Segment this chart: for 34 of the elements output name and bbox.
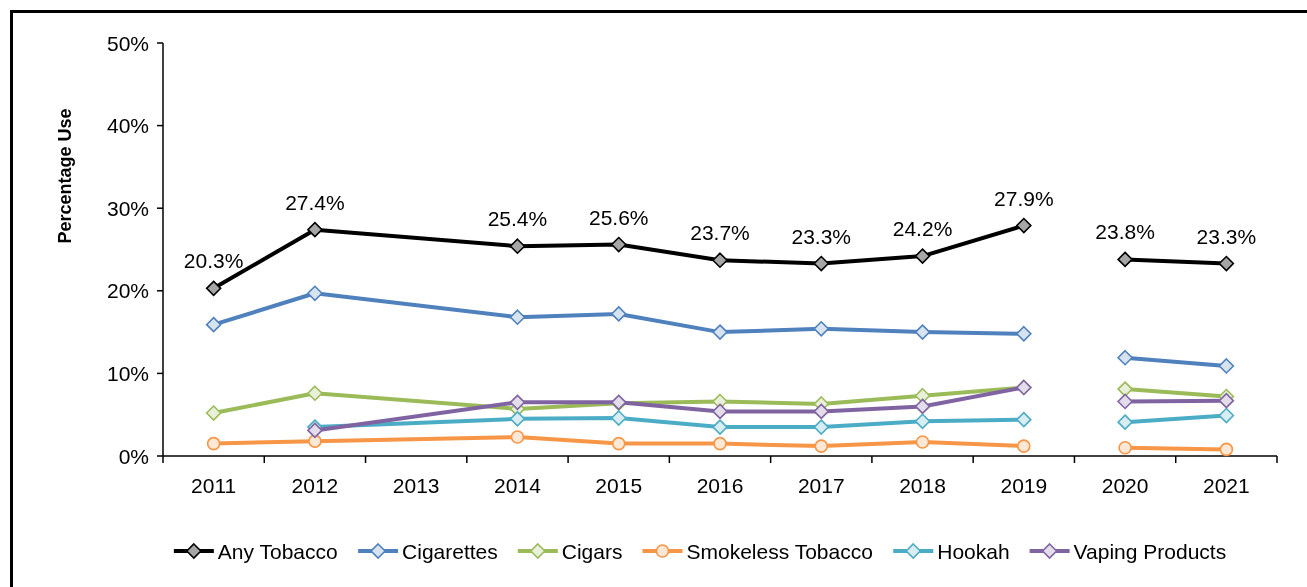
data-label: 23.8% — [1095, 220, 1155, 244]
legend-label: Any Tobacco — [217, 539, 338, 563]
data-label: 27.4% — [285, 190, 345, 214]
y-tick-label: 30% — [106, 196, 149, 220]
legend-label: Hookah — [937, 539, 1010, 563]
legend-label: Vaping Products — [1073, 539, 1227, 563]
y-tick-label: 10% — [106, 361, 149, 385]
x-tick-label: 2013 — [392, 473, 440, 497]
data-label: 25.6% — [588, 205, 649, 229]
y-tick-label: 40% — [106, 114, 149, 138]
y-tick-label: 50% — [106, 31, 149, 55]
x-tick-label: 2012 — [291, 473, 339, 497]
legend-label: Cigars — [561, 539, 623, 563]
data-label: 24.2% — [892, 217, 953, 241]
data-label: 25.4% — [487, 207, 548, 231]
x-tick-label: 2019 — [1000, 473, 1048, 497]
x-tick-label: 2020 — [1101, 473, 1149, 497]
x-tick-label: 2015 — [595, 473, 643, 497]
y-tick-label: 0% — [118, 444, 149, 468]
x-tick-label: 2014 — [494, 473, 542, 497]
data-label: 23.3% — [791, 224, 852, 248]
y-tick-label: 20% — [106, 279, 149, 303]
data-label: 27.9% — [994, 186, 1054, 210]
legend-label: Cigarettes — [402, 539, 498, 563]
data-label: 23.3% — [1196, 224, 1257, 248]
x-tick-label: 2017 — [797, 473, 845, 497]
data-label: 23.7% — [690, 221, 750, 245]
x-tick-label: 2016 — [696, 473, 744, 497]
x-tick-label: 2011 — [191, 473, 237, 497]
x-tick-label: 2018 — [899, 473, 946, 497]
data-label: 20.3% — [183, 249, 244, 273]
legend-label: Smokeless Tobacco — [686, 539, 873, 563]
x-tick-label: 2021 — [1203, 473, 1250, 497]
y-axis-title: Percentage Use — [55, 108, 75, 244]
